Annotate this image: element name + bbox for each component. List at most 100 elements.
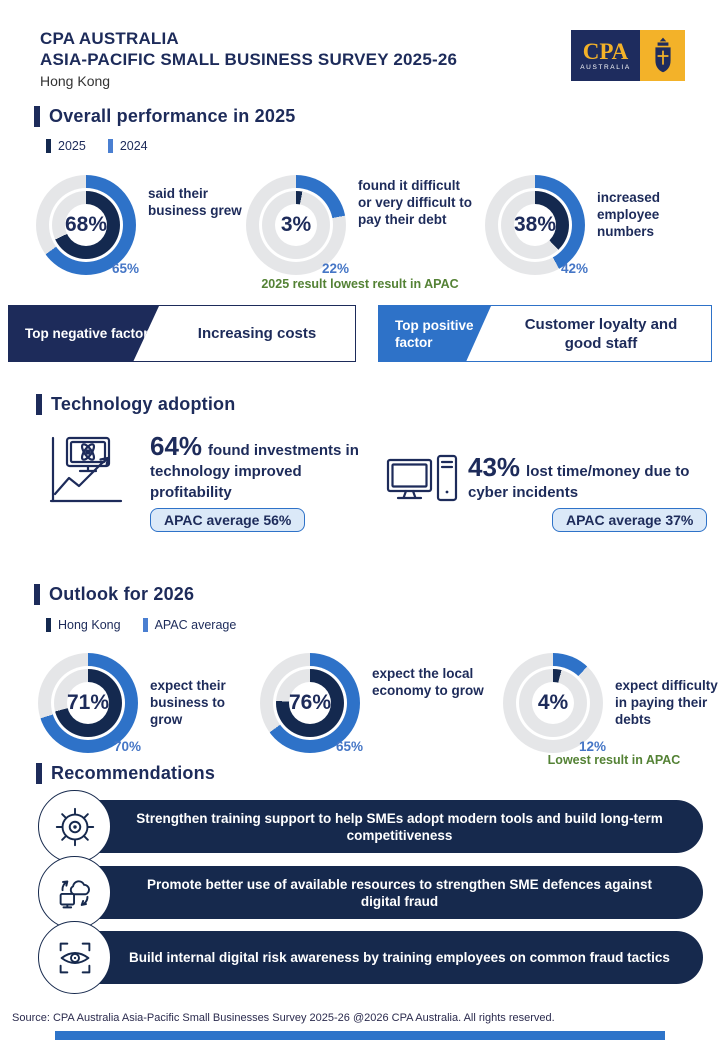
legend-label: 2024	[119, 139, 148, 153]
donut-hole: 76%	[289, 682, 331, 724]
section-accent-bar	[36, 763, 42, 784]
section-title: Recommendations	[51, 763, 216, 783]
legend-overall: 2025 2024	[46, 139, 148, 153]
crest-icon	[654, 37, 671, 72]
donut-label: found it difficult or very difficult to …	[358, 178, 473, 227]
section-title: Overall performance in 2025	[49, 106, 296, 126]
donut-center-value: 38%	[513, 213, 557, 236]
negative-factor-label: Top negative factor	[9, 306, 159, 361]
legend-item-hong-kong: Hong Kong	[46, 618, 121, 632]
legend-label: APAC average	[154, 618, 237, 632]
donut-center-value: 68%	[64, 213, 108, 236]
tech-stat-investments: 64% found investments in technology impro…	[150, 433, 372, 503]
tech-stat-value: 43%	[468, 452, 521, 482]
legend-label: Hong Kong	[58, 618, 121, 632]
report-region: Hong Kong	[40, 73, 111, 89]
donut-note-apac: Lowest result in APAC	[547, 753, 681, 767]
donut-secondary-value: 42%	[561, 261, 589, 276]
positive-factor-label: Top positive factor	[379, 306, 491, 361]
donut-group-economy-outlook: 76% 65% expect the local economy to grow	[260, 653, 488, 754]
donut-chart-business-grew: 68% 65%	[36, 175, 140, 276]
legend-label: 2025	[58, 139, 86, 153]
donut-chart-debt-outlook: 4% 12%	[503, 653, 607, 754]
donut-group-business-outlook: 71% 70% expect their business to grow	[38, 653, 266, 754]
section-overall-performance: Overall performance in 2025	[34, 106, 296, 127]
recommendation-text: Build internal digital risk awareness by…	[129, 950, 670, 965]
bottom-accent-bar	[55, 1031, 665, 1040]
donut-group-debt-difficulty: 3% 22% found it difficult or very diffic…	[246, 175, 474, 291]
apac-average-badge-cyber: APAC average 37%	[552, 508, 708, 532]
cpa-logo-text: CPA	[582, 38, 629, 64]
section-recommendations: Recommendations	[36, 763, 215, 784]
donut-secondary-value: 65%	[336, 739, 364, 754]
recommendation-banner-resources: Promote better use of available resource…	[38, 856, 703, 929]
donut-group-employee-numbers: 38% 42% increased employee numbers	[485, 175, 713, 276]
legend-swatch-2024	[107, 139, 113, 153]
legend-swatch-apac	[142, 618, 148, 632]
donut-chart-debt-difficulty: 3% 22%	[246, 175, 350, 276]
top-negative-factor-banner: Top negative factor Increasing costs	[8, 305, 356, 362]
donut-label: expect their business to grow	[150, 678, 226, 727]
tech-stat-text: found investments in technology improved…	[150, 442, 359, 501]
cpa-logo-subtext: AUSTRALIA	[580, 63, 631, 71]
donut-secondary-value: 65%	[112, 261, 140, 276]
top-positive-factor-banner: Top positive factor Customer loyalty and…	[378, 305, 712, 362]
donut-center-value: 71%	[66, 691, 110, 714]
donut-secondary-value: 70%	[114, 739, 142, 754]
donut-hole: 38%	[514, 204, 556, 246]
legend-item-apac-average: APAC average	[142, 618, 237, 632]
donut-label: said their business grew	[148, 186, 242, 218]
donut-chart-economy-outlook: 76% 65%	[260, 653, 364, 754]
donut-label: increased employee numbers	[597, 190, 661, 239]
eye-scan-icon	[38, 921, 111, 994]
section-title: Outlook for 2026	[49, 584, 195, 604]
cloud-sync-monitor-icon	[38, 856, 111, 929]
legend-outlook: Hong Kong APAC average	[46, 618, 236, 632]
recommendation-text: Promote better use of available resource…	[147, 876, 652, 909]
donut-secondary-value: 22%	[322, 261, 350, 276]
section-accent-bar	[34, 584, 40, 605]
recommendation-banner-awareness: Build internal digital risk awareness by…	[38, 921, 703, 994]
section-technology-adoption: Technology adoption	[36, 394, 235, 415]
negative-factor-value: Increasing costs	[197, 325, 317, 342]
donut-hole: 71%	[67, 682, 109, 724]
recommendation-banner-training: Strengthen training support to help SMEs…	[38, 790, 703, 863]
donut-center-value: 4%	[537, 691, 569, 714]
report-title-line2: ASIA-PACIFIC SMALL BUSINESS SURVEY 2025-…	[40, 50, 458, 69]
report-header: CPA AUSTRALIA ASIA-PACIFIC SMALL BUSINES…	[40, 28, 457, 89]
donut-note-apac: 2025 result lowest result in APAC	[261, 277, 459, 291]
donut-chart-employee-numbers: 38% 42%	[485, 175, 589, 276]
section-outlook-2026: Outlook for 2026	[34, 584, 194, 605]
donut-hole: 3%	[275, 204, 317, 246]
section-accent-bar	[34, 106, 40, 127]
desktop-computer-icon	[385, 452, 459, 516]
positive-factor-value: Customer loyalty and good staff	[524, 315, 678, 352]
donut-secondary-value: 12%	[579, 739, 607, 754]
donut-center-value: 76%	[288, 691, 332, 714]
ship-wheel-icon	[38, 790, 111, 863]
donut-group-business-grew: 68% 65% said their business grew	[36, 175, 264, 276]
donut-label: expect difficulty in paying their debts	[615, 678, 718, 727]
donut-chart-business-outlook: 71% 70%	[38, 653, 142, 754]
donut-center-value: 3%	[280, 213, 312, 236]
legend-swatch-2025	[46, 139, 51, 153]
recommendation-text: Strengthen training support to help SMEs…	[136, 810, 663, 843]
legend-swatch-hong-kong	[46, 618, 51, 632]
donut-group-debt-outlook: 4% 12% expect difficulty in paying their…	[503, 653, 720, 767]
source-attribution: Source: CPA Australia Asia-Pacific Small…	[12, 1012, 555, 1024]
legend-item-2025: 2025	[46, 139, 86, 153]
cpa-logo-emblem	[640, 30, 685, 81]
donut-hole: 4%	[532, 682, 574, 724]
tech-stat-value: 64%	[150, 431, 203, 461]
cpa-logo-wordmark: CPA AUSTRALIA	[571, 30, 640, 81]
section-accent-bar	[36, 394, 42, 415]
donut-label: expect the local economy to grow	[372, 666, 484, 698]
legend-item-2024: 2024	[107, 139, 148, 153]
donut-hole: 68%	[65, 204, 107, 246]
apac-average-badge-tech: APAC average 56%	[150, 508, 306, 532]
cpa-logo: CPA AUSTRALIA	[571, 30, 685, 81]
report-title-line1: CPA AUSTRALIA	[40, 29, 179, 48]
tech-stat-text: lost time/money due to cyber incidents	[468, 463, 690, 501]
section-title: Technology adoption	[51, 394, 236, 414]
